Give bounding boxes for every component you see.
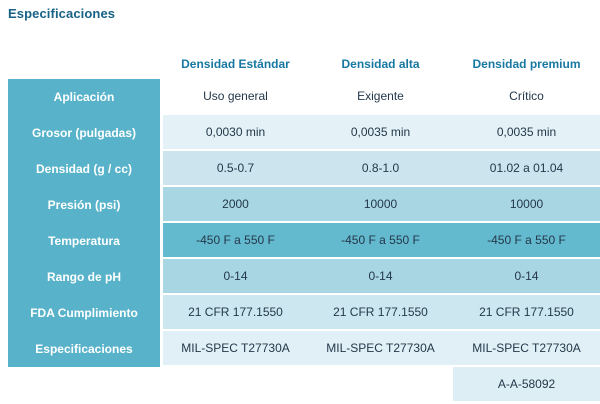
cell-aplicacion-estandar: Uso general [163,79,308,115]
cell-especificaciones-premium: MIL-SPEC T27730A [453,331,600,367]
table-row-grosor: Grosor (pulgadas) 0,0030 min 0,0035 min … [8,115,600,151]
cell-especificaciones-estandar: MIL-SPEC T27730A [163,331,308,367]
cell-densidad-premium: 01.02 a 01.04 [453,151,600,187]
cell-fda-estandar: 21 CFR 177.1550 [163,295,308,331]
cell-temperatura-estandar: -450 F a 550 F [163,223,308,259]
cell-fda-alta: 21 CFR 177.1550 [308,295,453,331]
row-header-presion: Presión (psi) [8,187,160,223]
row-header-densidad: Densidad (g / cc) [8,151,160,187]
cell-densidad-estandar: 0.5-0.7 [163,151,308,187]
row-header-rango-ph: Rango de pH [8,259,160,295]
cell-rango-ph-alta: 0-14 [308,259,453,295]
cell-aplicacion-premium: Crítico [453,79,600,115]
specifications-table: Densidad Estándar Densidad alta Densidad… [8,49,600,401]
table-row-fda: FDA Cumplimiento 21 CFR 177.1550 21 CFR … [8,295,600,331]
column-header-densidad-estandar: Densidad Estándar [181,57,290,71]
cell-fda-premium: 21 CFR 177.1550 [453,295,600,331]
table-row-especificaciones: Especificaciones MIL-SPEC T27730A MIL-SP… [8,331,600,367]
table-row-temperatura: Temperatura -450 F a 550 F -450 F a 550 … [8,223,600,259]
cell-densidad-alta: 0.8-1.0 [308,151,453,187]
table-row-rango-ph: Rango de pH 0-14 0-14 0-14 [8,259,600,295]
table-row-extra: A-A-58092 [8,367,600,401]
row-header-temperatura: Temperatura [8,223,160,259]
table-row-aplicacion: Aplicación Uso general Exigente Crítico [8,79,600,115]
table-row-densidad: Densidad (g / cc) 0.5-0.7 0.8-1.0 01.02 … [8,151,600,187]
cell-extra-premium: A-A-58092 [453,367,600,401]
row-header-grosor: Grosor (pulgadas) [8,115,160,151]
cell-temperatura-premium: -450 F a 550 F [453,223,600,259]
cell-aplicacion-alta: Exigente [308,79,453,115]
row-header-empty [8,367,160,401]
cell-extra-empty-1 [163,367,308,401]
row-header-aplicacion: Aplicación [8,79,160,115]
column-headers-row: Densidad Estándar Densidad alta Densidad… [8,49,598,79]
cell-presion-premium: 10000 [453,187,600,223]
cell-temperatura-alta: -450 F a 550 F [308,223,453,259]
cell-presion-estandar: 2000 [163,187,308,223]
cell-presion-alta: 10000 [308,187,453,223]
table-row-presion: Presión (psi) 2000 10000 10000 [8,187,600,223]
cell-rango-ph-premium: 0-14 [453,259,600,295]
column-header-densidad-premium: Densidad premium [472,57,581,71]
row-header-fda: FDA Cumplimiento [8,295,160,331]
cell-especificaciones-alta: MIL-SPEC T27730A [308,331,453,367]
cell-grosor-alta: 0,0035 min [308,115,453,151]
cell-rango-ph-estandar: 0-14 [163,259,308,295]
row-header-especificaciones: Especificaciones [8,331,160,367]
page-title: Especificaciones [8,6,116,21]
column-header-densidad-alta: Densidad alta [341,57,420,71]
cell-grosor-estandar: 0,0030 min [163,115,308,151]
cell-extra-empty-2 [308,367,453,401]
cell-grosor-premium: 0,0035 min [453,115,600,151]
